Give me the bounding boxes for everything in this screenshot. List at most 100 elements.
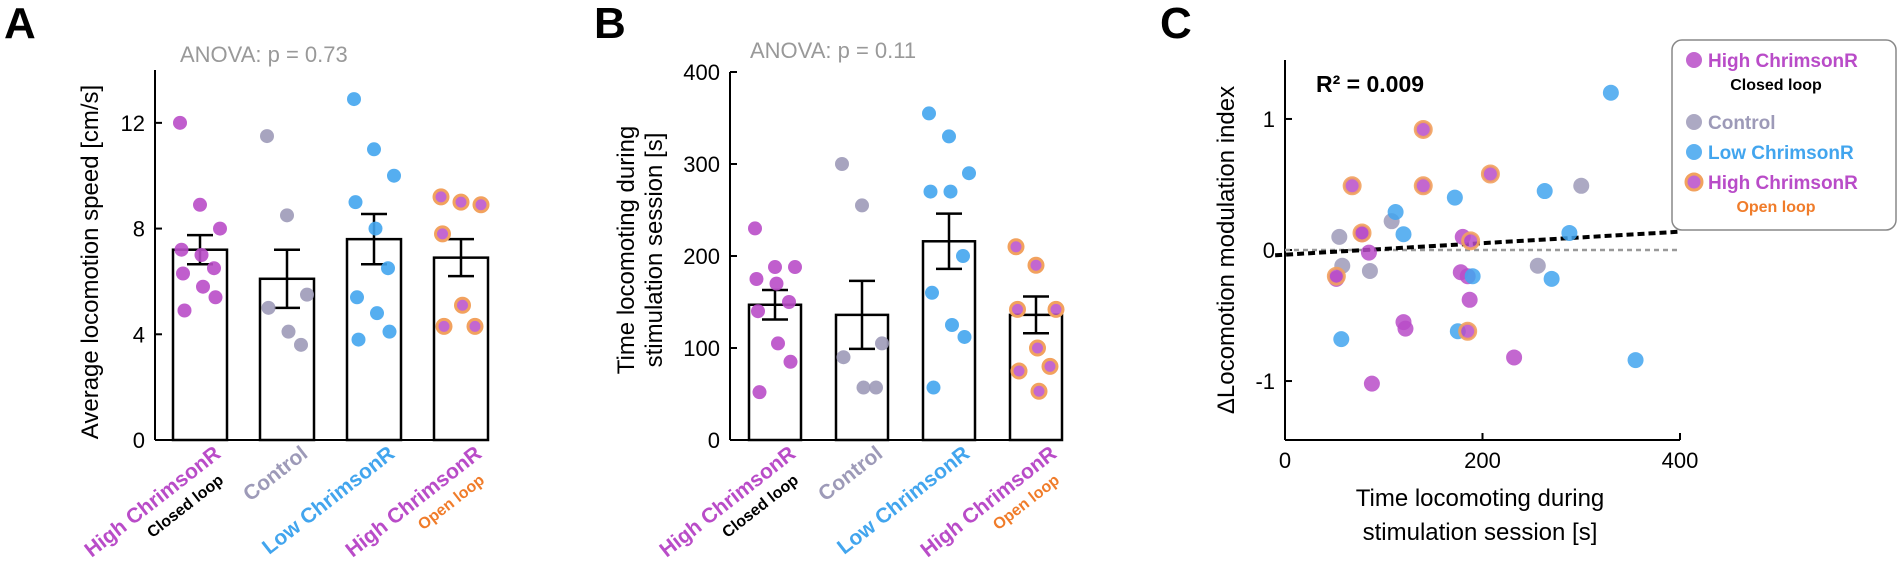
panel-a-data-point (387, 168, 401, 183)
panel-b-y-tick-label: 0 (708, 428, 720, 453)
panel-c-legend-label: Control (1708, 113, 1776, 134)
panel-b-data-point (869, 380, 883, 395)
panel-b-data-point (942, 129, 956, 144)
panel-b-data-point (943, 184, 958, 199)
panel-c-data-point (1561, 224, 1578, 241)
panel-b-data-point (956, 249, 970, 263)
panel-c-data-point (1363, 375, 1380, 392)
panel-c-data-point (1333, 331, 1350, 348)
panel-c-x-tick-label: 200 (1464, 448, 1501, 473)
panel-b-data-point (962, 166, 976, 181)
panel-a-y-tick-label: 12 (121, 111, 145, 136)
panel-b-y-tick-label: 400 (683, 60, 720, 85)
panel-b-bar (747, 303, 803, 442)
panel-c-legend-marker (1686, 114, 1702, 130)
panel-a-data-point (177, 303, 192, 318)
panel-c-data-point (1397, 320, 1414, 337)
panel-a-category-label-group: Control (239, 442, 312, 506)
panel-c-y-tick-label: 1 (1263, 107, 1275, 132)
panel-b-data-point (1029, 339, 1046, 357)
panel-a-data-point (452, 193, 470, 211)
panel-b-data-point (926, 380, 941, 395)
panel-c-data-point (1342, 176, 1362, 196)
panel-b-y-axis-label-line2: stimulation session [s] (641, 133, 668, 368)
panel-c-data-point (1573, 177, 1590, 194)
panel-c-legend-marker (1686, 144, 1702, 160)
panel-b-data-point (1041, 357, 1059, 375)
panel-c-x-tick-label: 400 (1662, 448, 1699, 473)
panel-c-data-point (1464, 268, 1481, 285)
panel-a-data-point (368, 221, 383, 236)
panel-b-data-point (856, 380, 871, 395)
panel-c-data-point (1352, 223, 1372, 243)
panel-a-bar-chart: ANOVA: p = 0.73 Average locomotion speed… (77, 42, 490, 562)
panel-c-data-point (1446, 189, 1463, 206)
panel-c-x-axis-label-line2: stimulation session [s] (1363, 519, 1598, 546)
panel-b-data-point (1030, 382, 1048, 400)
panel-a-y-tick-label: 4 (133, 322, 145, 347)
panel-b-y-tick-label: 300 (683, 152, 720, 177)
panel-a-bar (432, 256, 490, 442)
panel-a-data-point (213, 221, 227, 236)
panel-a-data-point (466, 317, 484, 335)
panel-a-data-point (432, 188, 450, 206)
panel-c-legend-sublabel: Open loop (1736, 199, 1815, 216)
panel-c-data-point (1360, 244, 1377, 261)
panel-a-data-point (176, 266, 190, 281)
panel-c-data-point (1413, 119, 1433, 139)
panel-b-data-point (836, 350, 851, 365)
panel-b-data-point (749, 272, 764, 286)
panel-c-data-point (1543, 270, 1560, 287)
panel-b-anova-annotation: ANOVA: p = 0.11 (750, 38, 916, 63)
panel-c-data-point (1331, 228, 1348, 245)
panel-b-data-point (855, 198, 869, 213)
panel-c-x-axis-label-line1: Time locomoting during (1356, 485, 1605, 512)
panel-a-data-point (350, 290, 364, 305)
panel-b-data-point (835, 157, 849, 171)
panel-c-legend-label: High ChrimsonR (1708, 173, 1858, 194)
panel-b-data-point (783, 354, 798, 369)
panel-c-r-squared-annotation: R² = 0.009 (1316, 71, 1424, 97)
panel-b-data-point (782, 295, 796, 309)
panel-c-legend: High ChrimsonR Closed loop Control Low Chri… (1671, 39, 1897, 231)
panel-c-data-point (1395, 226, 1412, 243)
panel-letter-c: C (1160, 0, 1192, 48)
panel-c-data-point (1602, 84, 1619, 101)
panel-c-legend-label: Low ChrimsonR (1708, 143, 1854, 164)
panel-c-legend-marker (1686, 52, 1702, 68)
panel-a-data-point (300, 287, 314, 302)
panel-a-data-point (173, 115, 187, 130)
panel-a-data-point (280, 208, 294, 223)
panel-a-category-label: Control (239, 442, 312, 506)
panel-c-data-point (1361, 262, 1378, 279)
panel-a-data-point (196, 279, 210, 294)
panel-b-data-point (788, 260, 802, 275)
panel-c-y-axis-label: ΔLocomotion modulation index (1213, 86, 1240, 414)
panel-c-data-point (1529, 257, 1546, 274)
panel-a-data-point (472, 196, 490, 214)
panel-b-data-point (957, 329, 972, 344)
panel-b-data-point (945, 318, 959, 332)
panel-b-data-point (768, 260, 782, 275)
panel-c-data-point (1627, 352, 1644, 369)
panel-a-data-point (435, 317, 453, 335)
panel-a-anova-annotation: ANOVA: p = 0.73 (180, 42, 348, 67)
panel-c-data-point (1326, 266, 1346, 286)
panel-c-data-point (1536, 183, 1553, 200)
panel-b-data-point (1010, 362, 1028, 380)
panel-a-data-point (381, 261, 395, 276)
panel-c-y-tick-label: -1 (1255, 369, 1275, 394)
panel-a-data-point (207, 261, 221, 276)
panel-b-category-label-group: Control (814, 442, 887, 506)
panel-c-legend-box (1671, 39, 1897, 231)
panel-c-legend-marker (1684, 172, 1704, 192)
panel-c-x-tick-label: 0 (1279, 448, 1291, 473)
panel-b-data-point (1007, 238, 1025, 256)
panel-a-y-axis-label: Average locomotion speed [cm/s] (77, 85, 104, 439)
panel-b-data-point (751, 304, 765, 319)
panel-b-data-point (748, 221, 762, 236)
panel-b-data-point (769, 276, 784, 291)
panel-a-data-point (281, 324, 296, 339)
panel-b-data-point (925, 285, 939, 300)
